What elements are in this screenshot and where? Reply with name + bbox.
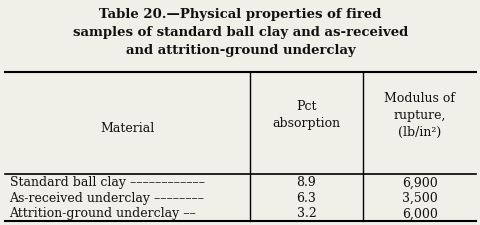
Text: 6,900: 6,900 <box>401 176 437 188</box>
Text: Standard ball clay ––––––––––––: Standard ball clay –––––––––––– <box>10 176 204 188</box>
Text: As-received underclay ––––––––: As-received underclay –––––––– <box>10 191 204 204</box>
Text: Pct
absorption: Pct absorption <box>272 100 340 130</box>
Text: 3.2: 3.2 <box>296 206 316 219</box>
Text: 8.9: 8.9 <box>296 176 316 188</box>
Text: samples of standard ball clay and as-received: samples of standard ball clay and as-rec… <box>73 26 407 39</box>
Text: Table 20.—Physical properties of fired: Table 20.—Physical properties of fired <box>99 8 381 21</box>
Text: Material: Material <box>100 122 154 134</box>
Text: Modulus of
rupture,
(lb/in²): Modulus of rupture, (lb/in²) <box>384 91 454 138</box>
Text: and attrition-ground underclay: and attrition-ground underclay <box>125 44 355 57</box>
Text: 6.3: 6.3 <box>296 191 316 204</box>
Text: 3,500: 3,500 <box>401 191 437 204</box>
Text: 6,000: 6,000 <box>401 206 437 219</box>
Text: Attrition-ground underclay ––: Attrition-ground underclay –– <box>10 206 196 219</box>
